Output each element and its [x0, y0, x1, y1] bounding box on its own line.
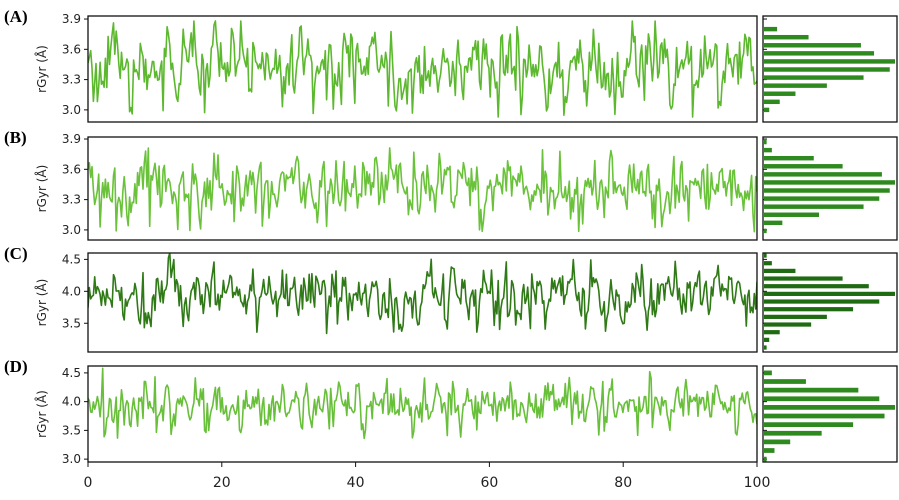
- y-tick-label: 3.9: [62, 12, 81, 26]
- panel-label: (B): [4, 128, 27, 147]
- rgyr-trajectory-line: [88, 253, 757, 335]
- histogram-bar: [764, 370, 772, 376]
- histogram-bar: [764, 172, 882, 177]
- y-tick-label: 3.0: [62, 223, 81, 237]
- panel-label: (A): [4, 7, 28, 26]
- y-tick-label: 3.6: [62, 162, 81, 176]
- y-tick-label: 3.3: [62, 193, 81, 207]
- plot-frame: [87, 136, 758, 241]
- histogram-bar: [764, 291, 895, 296]
- y-tick-label: 4.0: [62, 395, 81, 409]
- histogram-bar: [764, 75, 864, 80]
- histogram-frame: [762, 15, 898, 123]
- histogram-frame: [762, 252, 898, 353]
- histogram-bar: [764, 34, 809, 40]
- plot-frame: [87, 252, 758, 353]
- histogram-bar: [764, 413, 885, 419]
- rgyr-trajectory-line: [88, 367, 757, 440]
- histogram-bar: [764, 83, 827, 88]
- histogram-bar: [764, 51, 875, 56]
- y-tick-label: 4.5: [62, 366, 81, 380]
- histogram-bar: [764, 314, 827, 319]
- histogram-bar: [764, 164, 843, 169]
- histogram-bar: [764, 276, 843, 281]
- histogram-bar: [764, 422, 854, 428]
- histogram-bar: [764, 268, 796, 273]
- y-tick-label: 3.5: [62, 316, 81, 330]
- histogram-bar: [764, 345, 767, 350]
- histogram-bar: [764, 253, 767, 258]
- x-tick-label: 0: [84, 475, 93, 491]
- histogram-bar: [764, 387, 859, 393]
- histogram-bar: [764, 330, 780, 335]
- y-tick-label: 4.0: [62, 284, 81, 298]
- histogram-bar: [764, 228, 767, 234]
- x-tick-label: 60: [480, 475, 498, 491]
- histogram-bar: [764, 456, 767, 462]
- histogram-bar: [764, 26, 778, 32]
- histogram-bar: [764, 322, 812, 327]
- y-tick-label: 3.5: [62, 423, 81, 437]
- histogram-bar: [764, 439, 791, 445]
- histogram-bar: [764, 448, 775, 453]
- y-axis-label: rGyr (Å): [34, 45, 49, 93]
- histogram-bar: [764, 43, 861, 48]
- histogram-frame: [762, 365, 898, 463]
- histogram-bar: [764, 299, 880, 304]
- rgyr-trajectory-line: [88, 147, 757, 233]
- histogram-bar: [764, 99, 780, 105]
- histogram-bar: [764, 59, 895, 64]
- y-axis-label: rGyr (Å): [34, 165, 49, 213]
- panel-a: (A) rGyr (Å) 3.0 3.3 3.6 3.9: [4, 7, 898, 123]
- histogram-bar: [764, 180, 895, 185]
- histogram-bar: [764, 155, 814, 161]
- panel-b: (B) rGyr (Å) 3.0 3.3 3.6 3.9: [4, 128, 898, 241]
- x-tick-label: 100: [744, 475, 771, 491]
- histogram-bar: [764, 107, 770, 113]
- panel-c: (C) rGyr (Å) 3.5 4.0 4.5: [4, 244, 898, 353]
- y-tick-label: 4.5: [62, 252, 81, 266]
- panel-d: (D) rGyr (Å) 3.0 3.5 4.0 4.5: [4, 357, 898, 466]
- y-tick-label: 3.0: [62, 103, 81, 117]
- histogram-frame: [762, 136, 898, 241]
- histogram-bar: [764, 188, 890, 193]
- rgyr-trajectory-line: [88, 20, 757, 118]
- histogram-bar: [764, 284, 869, 289]
- x-tick-label: 80: [614, 475, 632, 491]
- panel-label: (D): [4, 357, 28, 376]
- histogram-bar: [764, 204, 864, 209]
- y-tick-label: 3.9: [62, 132, 81, 146]
- histogram-bar: [764, 307, 854, 312]
- histogram-bar: [764, 430, 822, 436]
- panel-label: (C): [4, 244, 28, 263]
- histogram-bar: [764, 379, 806, 384]
- y-tick-label: 3.0: [62, 452, 81, 466]
- histogram-bar: [764, 139, 767, 145]
- histogram-bar: [764, 196, 880, 201]
- histogram-bar: [764, 220, 783, 226]
- y-tick-label: 3.6: [62, 42, 81, 56]
- histogram-bar: [764, 405, 895, 410]
- histogram-bar: [764, 261, 772, 266]
- y-tick-label: 3.3: [62, 73, 81, 87]
- histogram-bar: [764, 212, 820, 217]
- y-axis-label: rGyr (Å): [34, 390, 49, 438]
- histogram-bar: [764, 67, 890, 72]
- plot-frame: [87, 15, 758, 123]
- y-axis-label: rGyr (Å): [34, 279, 49, 327]
- histogram-bar: [764, 337, 770, 342]
- plot-frame: [87, 365, 758, 463]
- histogram-bar: [764, 147, 772, 153]
- histogram-bar: [764, 91, 796, 96]
- x-tick-label: 40: [347, 475, 365, 491]
- histogram-bar: [764, 396, 880, 402]
- x-axis: 0 20 40 60 80 100: [84, 462, 771, 491]
- x-tick-label: 20: [213, 475, 231, 491]
